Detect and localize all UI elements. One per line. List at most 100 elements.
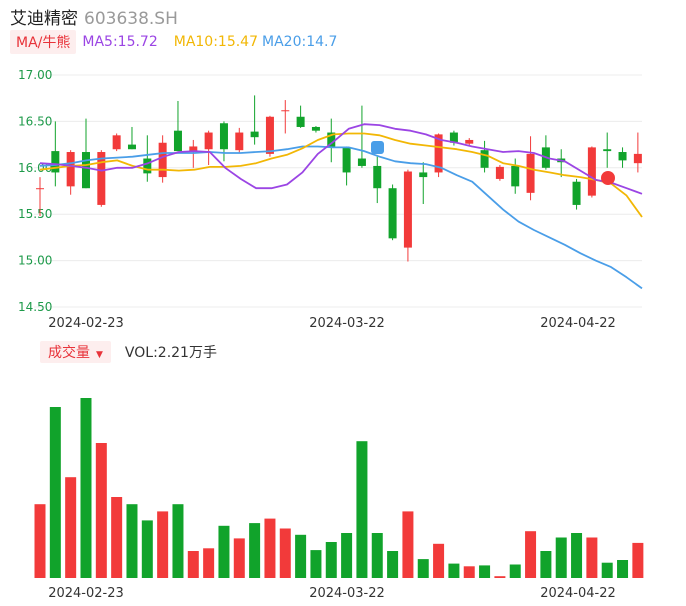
stock-code: 603638.SH xyxy=(84,9,178,29)
stock-name: 艾迪精密 xyxy=(10,9,78,29)
sell-signal-icon xyxy=(601,171,615,185)
candle-body xyxy=(419,172,428,178)
y-tick-label: 17.00 xyxy=(18,68,52,82)
candle-body xyxy=(449,132,458,143)
ma10-label: MA10:15.47 xyxy=(173,34,259,50)
candle-body xyxy=(633,153,642,164)
candle-body xyxy=(603,149,612,152)
ma5-line xyxy=(39,123,643,195)
ma20-label: MA20:14.7 xyxy=(262,34,338,50)
candle-body xyxy=(143,158,152,174)
ma10-line xyxy=(39,132,643,218)
y-tick-label: 15.50 xyxy=(18,207,52,221)
candle-body xyxy=(250,131,259,138)
x-tick-label: 2024-02-23 xyxy=(48,586,124,601)
volume-bar xyxy=(356,441,368,578)
x-tick-label: 2024-03-22 xyxy=(309,586,385,601)
candle-body xyxy=(235,132,244,151)
candle-body xyxy=(36,188,44,190)
volume-selector[interactable]: 成交量 ▼ xyxy=(40,341,111,363)
candle-body xyxy=(296,116,305,127)
buy-signal-icon xyxy=(371,141,384,154)
volume-bars xyxy=(34,398,644,578)
volume-bar xyxy=(463,566,475,578)
volume-bar xyxy=(586,537,598,578)
y-tick-label: 14.50 xyxy=(18,300,52,314)
volume-bar xyxy=(494,576,506,578)
volume-bar xyxy=(218,525,230,578)
volume-bar xyxy=(34,504,46,578)
volume-bar xyxy=(417,559,429,578)
candle-body xyxy=(526,153,535,193)
volume-bar xyxy=(233,538,245,578)
candle-body xyxy=(388,188,397,239)
x-tick-label: 2024-04-22 xyxy=(540,586,616,601)
volume-bar xyxy=(540,551,552,578)
candle-body xyxy=(97,152,106,205)
ma20-line xyxy=(39,145,643,290)
volume-selector-label: 成交量 xyxy=(48,345,90,361)
volume-bar xyxy=(126,504,138,578)
candle-body xyxy=(112,135,121,150)
volume-bar xyxy=(157,511,169,578)
volume-bar xyxy=(632,542,644,578)
candlesticks xyxy=(36,95,642,262)
ma5-label: MA5:15.72 xyxy=(82,34,158,50)
volume-bar xyxy=(95,443,107,578)
candle-body xyxy=(51,151,60,173)
caret-down-icon: ▼ xyxy=(96,350,103,360)
volume-bar xyxy=(525,531,537,578)
volume-bar xyxy=(555,537,567,578)
volume-value: VOL:2.21万手 xyxy=(124,345,217,361)
candle-body xyxy=(81,152,90,189)
price-grid xyxy=(34,74,642,308)
volume-bar xyxy=(172,504,184,578)
candle-body xyxy=(511,165,520,187)
volume-bar xyxy=(141,520,153,578)
volume-bar xyxy=(310,550,322,578)
candle-body xyxy=(572,181,581,205)
volume-bar xyxy=(249,523,261,578)
candle-body xyxy=(373,165,382,189)
volume-bar xyxy=(80,398,92,578)
candle-body xyxy=(158,142,167,178)
candle-body xyxy=(127,144,136,150)
volume-bar xyxy=(387,551,399,578)
y-tick-label: 15.00 xyxy=(18,254,52,268)
candle-body xyxy=(495,166,504,179)
ma-toggle-button[interactable]: MA/牛熊 xyxy=(10,30,77,54)
candle-body xyxy=(311,126,320,131)
volume-bar xyxy=(341,533,353,578)
candle-body xyxy=(327,132,336,148)
candle-body xyxy=(204,132,213,150)
volume-bar xyxy=(203,548,215,578)
volume-bar xyxy=(571,533,583,578)
candle-body xyxy=(265,116,274,154)
candle-body xyxy=(173,130,182,152)
candle-body xyxy=(403,171,412,248)
candle-body xyxy=(66,152,75,187)
volume-bar xyxy=(187,551,199,578)
ma-lines xyxy=(39,123,643,290)
y-tick-label: 16.50 xyxy=(18,114,52,128)
volume-bar xyxy=(264,518,276,578)
candle-body xyxy=(342,147,351,173)
x-tick-label: 2024-04-22 xyxy=(540,316,616,331)
candle-body xyxy=(480,150,489,168)
candle-body xyxy=(618,152,627,161)
volume-bar xyxy=(295,534,307,578)
volume-bar xyxy=(49,407,61,578)
volume-legend: 成交量 ▼ VOL:2.21万手 xyxy=(40,341,217,363)
signal-markers xyxy=(371,141,615,185)
volume-bar xyxy=(111,497,123,578)
volume-bar xyxy=(371,533,383,578)
volume-bar xyxy=(279,528,291,578)
candle-body xyxy=(587,147,596,196)
candle-body xyxy=(357,158,366,166)
volume-bar xyxy=(509,564,521,578)
volume-bar xyxy=(325,542,337,578)
candle-body xyxy=(465,139,474,144)
x-tick-label: 2024-02-23 xyxy=(48,316,124,331)
